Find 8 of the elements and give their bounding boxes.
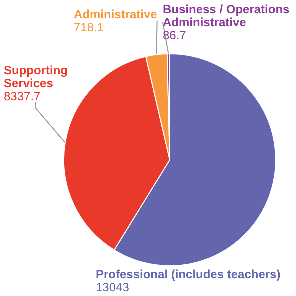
slice-label: Administrative: [74, 8, 158, 22]
slice-label: Professional (includes teachers): [96, 268, 281, 282]
slice-label: Supporting Services: [4, 64, 68, 90]
data-label: 718.1: [74, 20, 104, 34]
data-label: 8337.7: [4, 90, 42, 104]
slice-label: Business / Operations Administrative: [163, 2, 290, 30]
data-label: 13043: [96, 280, 130, 294]
data-label: 86.7: [163, 28, 187, 42]
